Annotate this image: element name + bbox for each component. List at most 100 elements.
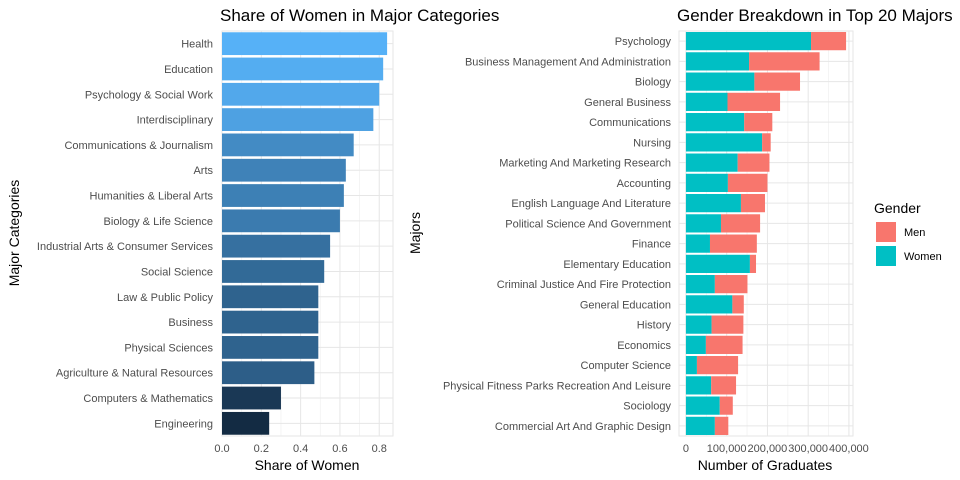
right-category-tick-label: Accounting	[617, 178, 671, 190]
legend-title: Gender	[874, 200, 921, 216]
legend-label-men: Men	[904, 227, 925, 239]
left-bar	[222, 336, 319, 359]
left-bar	[222, 285, 319, 309]
women-bar-segment	[685, 52, 750, 71]
men-bar-segment	[711, 315, 744, 334]
men-bar-segment	[749, 52, 820, 71]
men-bar-segment	[762, 133, 771, 152]
right-category-tick-label: Biology	[635, 77, 672, 89]
women-bar-segment	[685, 376, 712, 395]
legend-label-women: Women	[904, 251, 942, 263]
left-panel-border	[221, 30, 394, 437]
left-category-tick-label: Computers & Mathematics	[83, 393, 213, 405]
left-category-tick-label: Communications & Journalism	[64, 140, 213, 152]
left-bar	[222, 158, 346, 182]
men-bar-segment	[714, 416, 729, 435]
men-bar-segment	[740, 194, 765, 213]
men-bar-segment	[732, 295, 744, 314]
left-x-tick-label: 0.4	[293, 443, 308, 455]
right-x-tick-label: 0	[683, 443, 689, 455]
left-category-tick-label: Psychology & Social Work	[85, 89, 214, 101]
right-category-tick-label: Marketing And Marketing Research	[499, 158, 671, 170]
left-x-tick-label: 0.2	[254, 443, 269, 455]
left-category-tick-label: Interdisciplinary	[137, 115, 214, 127]
left-category-tick-label: Agriculture & Natural Resources	[56, 368, 214, 380]
women-bar-segment	[685, 214, 721, 233]
right-category-tick-label: Elementary Education	[563, 259, 671, 271]
left-category-tick-label: Arts	[193, 165, 213, 177]
right-category-tick-label: General Education	[580, 299, 671, 311]
men-bar-segment	[720, 214, 761, 233]
left-bar	[222, 234, 331, 258]
right-category-tick-label: History	[637, 320, 672, 332]
left-bar	[222, 209, 340, 233]
right-plot-area: Psychology Business Management And Admini…	[443, 30, 869, 455]
left-bar	[222, 133, 354, 157]
men-bar-segment	[727, 173, 768, 192]
left-bar	[222, 57, 384, 81]
women-bar-segment	[685, 315, 712, 334]
men-bar-segment	[727, 92, 781, 111]
right-category-tick-label: Computer Science	[581, 360, 672, 372]
right-x-tick-label: 100,000	[707, 443, 747, 455]
men-bar-segment	[737, 153, 770, 172]
women-bar-segment	[685, 396, 720, 415]
left-bar	[222, 82, 380, 106]
women-bar-segment	[685, 356, 697, 375]
right-x-axis-title: Number of Graduates	[698, 457, 833, 473]
men-bar-segment	[749, 254, 757, 273]
right-category-tick-label: Psychology	[615, 36, 672, 48]
men-bar-segment	[744, 113, 773, 132]
right-category-tick-label: Political Science And Government	[505, 218, 671, 230]
left-chart-title: Share of Women in Major Categories	[220, 6, 499, 25]
right-category-tick-label: Finance	[632, 239, 671, 251]
right-category-tick-label: Business Management And Administration	[465, 56, 671, 68]
left-category-tick-label: Health	[181, 39, 213, 51]
legend-swatch-men	[876, 222, 896, 242]
men-bar-segment	[754, 72, 801, 91]
right-x-tick-label: 400,000	[829, 443, 869, 455]
right-category-tick-label: Sociology	[623, 401, 671, 413]
left-y-axis-title: Major Categories	[6, 180, 22, 287]
women-bar-segment	[685, 153, 738, 172]
left-category-tick-label: Business	[168, 317, 213, 329]
women-bar-segment	[685, 295, 733, 314]
women-bar-segment	[685, 194, 741, 213]
left-category-tick-label: Law & Public Policy	[117, 292, 213, 304]
men-bar-segment	[811, 32, 847, 51]
right-category-tick-label: Criminal Justice And Fire Protection	[497, 279, 671, 291]
women-bar-segment	[685, 416, 715, 435]
left-category-tick-label: Biology & Life Science	[104, 216, 213, 228]
left-plot-area: Health Education Psychology & Social Work I…	[37, 30, 394, 455]
women-bar-segment	[685, 234, 710, 253]
men-bar-segment	[709, 234, 757, 253]
left-bar	[222, 386, 281, 410]
women-bar-segment	[685, 275, 715, 294]
right-category-tick-label: Economics	[617, 340, 671, 352]
left-category-tick-label: Education	[164, 64, 213, 76]
legend-swatch-women	[876, 246, 896, 266]
left-bar	[222, 108, 374, 131]
men-bar-segment	[714, 275, 748, 294]
left-x-tick-label: 0.6	[332, 443, 347, 455]
left-bar	[222, 361, 315, 385]
women-bar-segment	[685, 335, 706, 354]
right-category-tick-label: General Business	[584, 97, 671, 109]
left-category-tick-label: Engineering	[154, 418, 213, 430]
left-category-tick-label: Industrial Arts & Consumer Services	[37, 241, 214, 253]
left-category-tick-label: Physical Sciences	[124, 342, 213, 354]
women-bar-segment	[685, 92, 728, 111]
left-x-tick-label: 0.8	[372, 443, 387, 455]
left-x-tick-label: 0.0	[214, 443, 229, 455]
left-category-tick-label: Social Science	[141, 266, 213, 278]
right-category-tick-label: Commercial Art And Graphic Design	[495, 421, 671, 433]
left-bar	[222, 32, 388, 56]
left-x-axis-title: Share of Women	[255, 457, 360, 473]
legend: Gender Men Women	[874, 200, 942, 266]
right-panel-border	[678, 30, 854, 437]
women-bar-segment	[685, 133, 763, 152]
women-bar-segment	[685, 32, 812, 51]
women-bar-segment	[685, 254, 750, 273]
right-category-tick-label: Nursing	[633, 137, 671, 149]
